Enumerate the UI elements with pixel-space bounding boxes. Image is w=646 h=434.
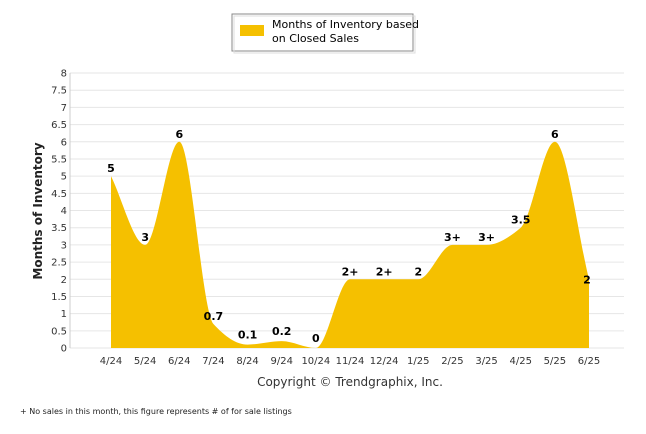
area-layer xyxy=(111,141,589,348)
data-label: 2+ xyxy=(342,265,359,278)
y-tick-label: 8 xyxy=(61,69,67,80)
y-tick-label: 5.5 xyxy=(51,154,67,165)
y-axis-ticks: 0 0.5 1 1.5 2 2.5 3 3.5 4 4.5 5 5.5 6 6.5 7 7.5 8 xyxy=(51,69,67,355)
x-tick-label: 5/25 xyxy=(544,356,566,367)
data-label: 0.1 xyxy=(238,329,258,342)
x-tick-label: 8/24 xyxy=(236,356,258,367)
data-label: 0 xyxy=(312,332,320,345)
y-tick-label: 0 xyxy=(61,344,67,355)
y-tick-label: 6.5 xyxy=(51,120,67,131)
y-axis-label: Months of Inventory xyxy=(31,142,45,279)
legend: Months of Inventory based on Closed Sale… xyxy=(231,13,423,54)
y-tick-label: 6 xyxy=(61,137,67,148)
legend-swatch xyxy=(240,25,264,36)
x-tick-label: 2/25 xyxy=(441,356,463,367)
x-tick-label: 12/24 xyxy=(370,356,399,367)
data-label: 3+ xyxy=(478,231,495,244)
data-label: 5 xyxy=(107,162,115,175)
x-tick-label: 9/24 xyxy=(270,356,292,367)
data-label: 0.7 xyxy=(204,310,224,323)
x-tick-label: 3/25 xyxy=(475,356,497,367)
y-tick-label: 2 xyxy=(61,275,67,286)
data-labels: 5 3 6 0.7 0.1 0.2 0 2+ 2+ 2 3+ 3+ 3.5 6 2 xyxy=(107,128,591,345)
y-tick-label: 7 xyxy=(61,103,67,114)
data-label: 2+ xyxy=(376,265,393,278)
data-label: 2 xyxy=(583,273,591,286)
y-tick-label: 7.5 xyxy=(51,86,67,97)
y-tick-label: 0.5 xyxy=(51,326,67,337)
x-tick-label: 6/25 xyxy=(578,356,600,367)
y-tick-label: 1 xyxy=(61,309,67,320)
y-tick-label: 2.5 xyxy=(51,258,67,269)
copyright: Copyright © Trendgraphix, Inc. xyxy=(257,375,443,389)
x-axis-ticks: 4/24 5/24 6/24 7/24 8/24 9/24 10/24 11/24 12/24 1… xyxy=(100,356,600,367)
y-tick-label: 1.5 xyxy=(51,292,67,303)
footnote: + No sales in this month, this figure re… xyxy=(20,407,292,416)
x-tick-label: 6/24 xyxy=(168,356,190,367)
data-label: 3 xyxy=(141,231,149,244)
y-tick-label: 3.5 xyxy=(51,223,67,234)
data-label: 2 xyxy=(414,265,422,278)
data-label: 3.5 xyxy=(511,214,531,227)
y-tick-label: 3 xyxy=(61,240,67,251)
y-tick-label: 4 xyxy=(61,206,67,217)
data-label: 6 xyxy=(551,128,559,141)
x-tick-label: 5/24 xyxy=(134,356,156,367)
x-tick-label: 1/25 xyxy=(407,356,429,367)
legend-label: Months of Inventory based on Closed Sale… xyxy=(272,18,423,45)
x-tick-label: 7/24 xyxy=(202,356,224,367)
x-tick-label: 10/24 xyxy=(301,356,330,367)
data-label: 3+ xyxy=(444,231,461,244)
data-label: 0.2 xyxy=(272,325,292,338)
y-tick-label: 5 xyxy=(61,172,67,183)
x-tick-label: 4/25 xyxy=(509,356,531,367)
series-area xyxy=(111,141,589,348)
x-tick-label: 11/24 xyxy=(336,356,365,367)
x-tick-label: 4/24 xyxy=(100,356,122,367)
y-tick-label: 4.5 xyxy=(51,189,67,200)
data-label: 6 xyxy=(175,128,183,141)
